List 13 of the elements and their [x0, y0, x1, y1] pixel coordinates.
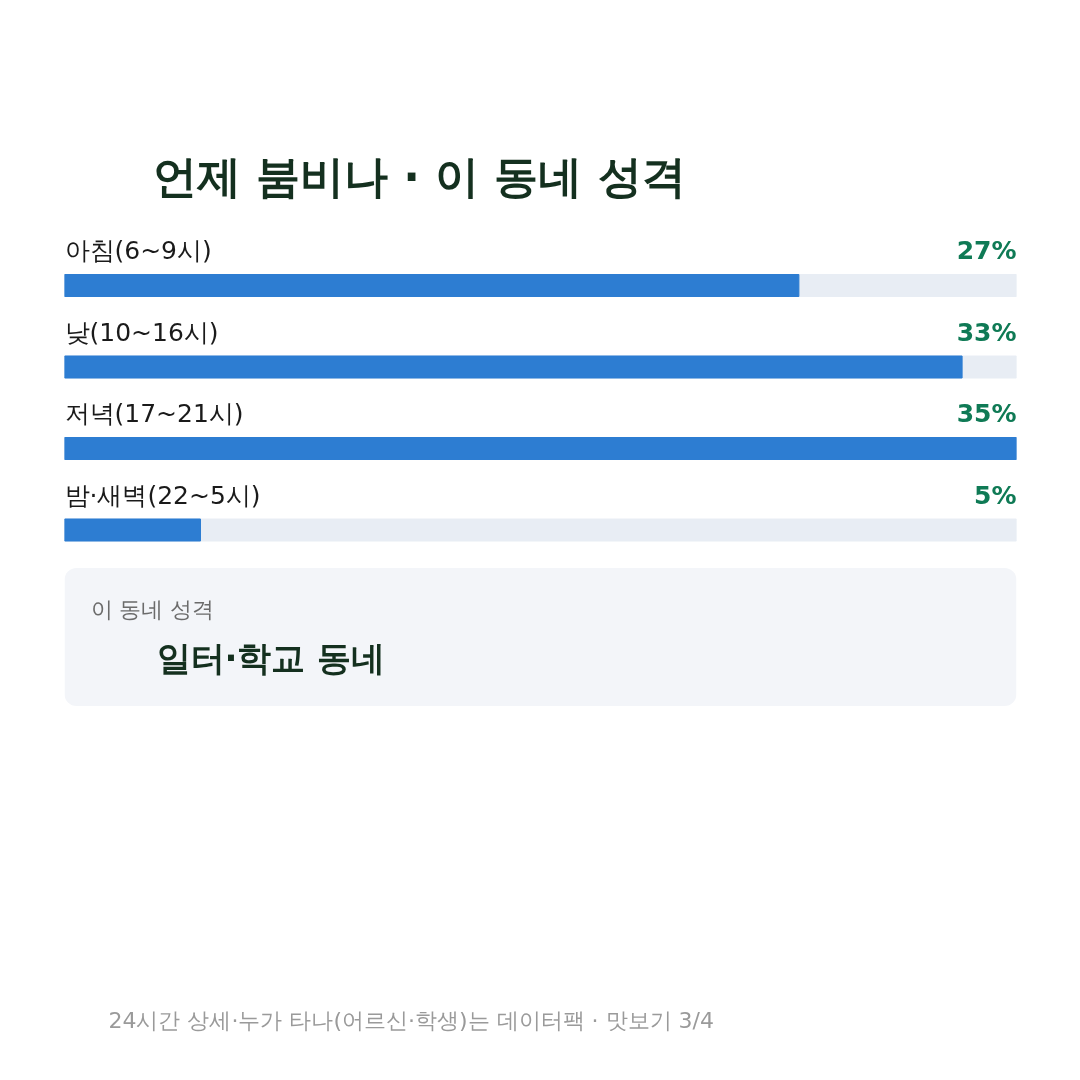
- text: 이 동네 성격: [90, 596, 215, 622]
- data-label: 5%: [974, 480, 1017, 510]
- y-tick-label: 밤·새벽(22~5시): [64, 480, 261, 510]
- text: 일터·학교 동네: [156, 638, 386, 678]
- bar: [64, 518, 201, 542]
- text: 24시간 상세·누가 타나(어르신·학생)는 데이터팩 · 맛보기 3/4: [108, 1008, 715, 1033]
- y-tick-label: 아침(6~9시): [64, 236, 212, 265]
- data-label: 35%: [956, 399, 1017, 428]
- y-tick-label: 낮(10~16시): [64, 317, 219, 347]
- data-label: 27%: [956, 236, 1017, 265]
- data-label: 33%: [956, 317, 1017, 347]
- chart-title: 언제 붐비나 · 이 동네 성격: [152, 151, 686, 202]
- y-tick-label: 저녁(17~21시): [64, 399, 244, 428]
